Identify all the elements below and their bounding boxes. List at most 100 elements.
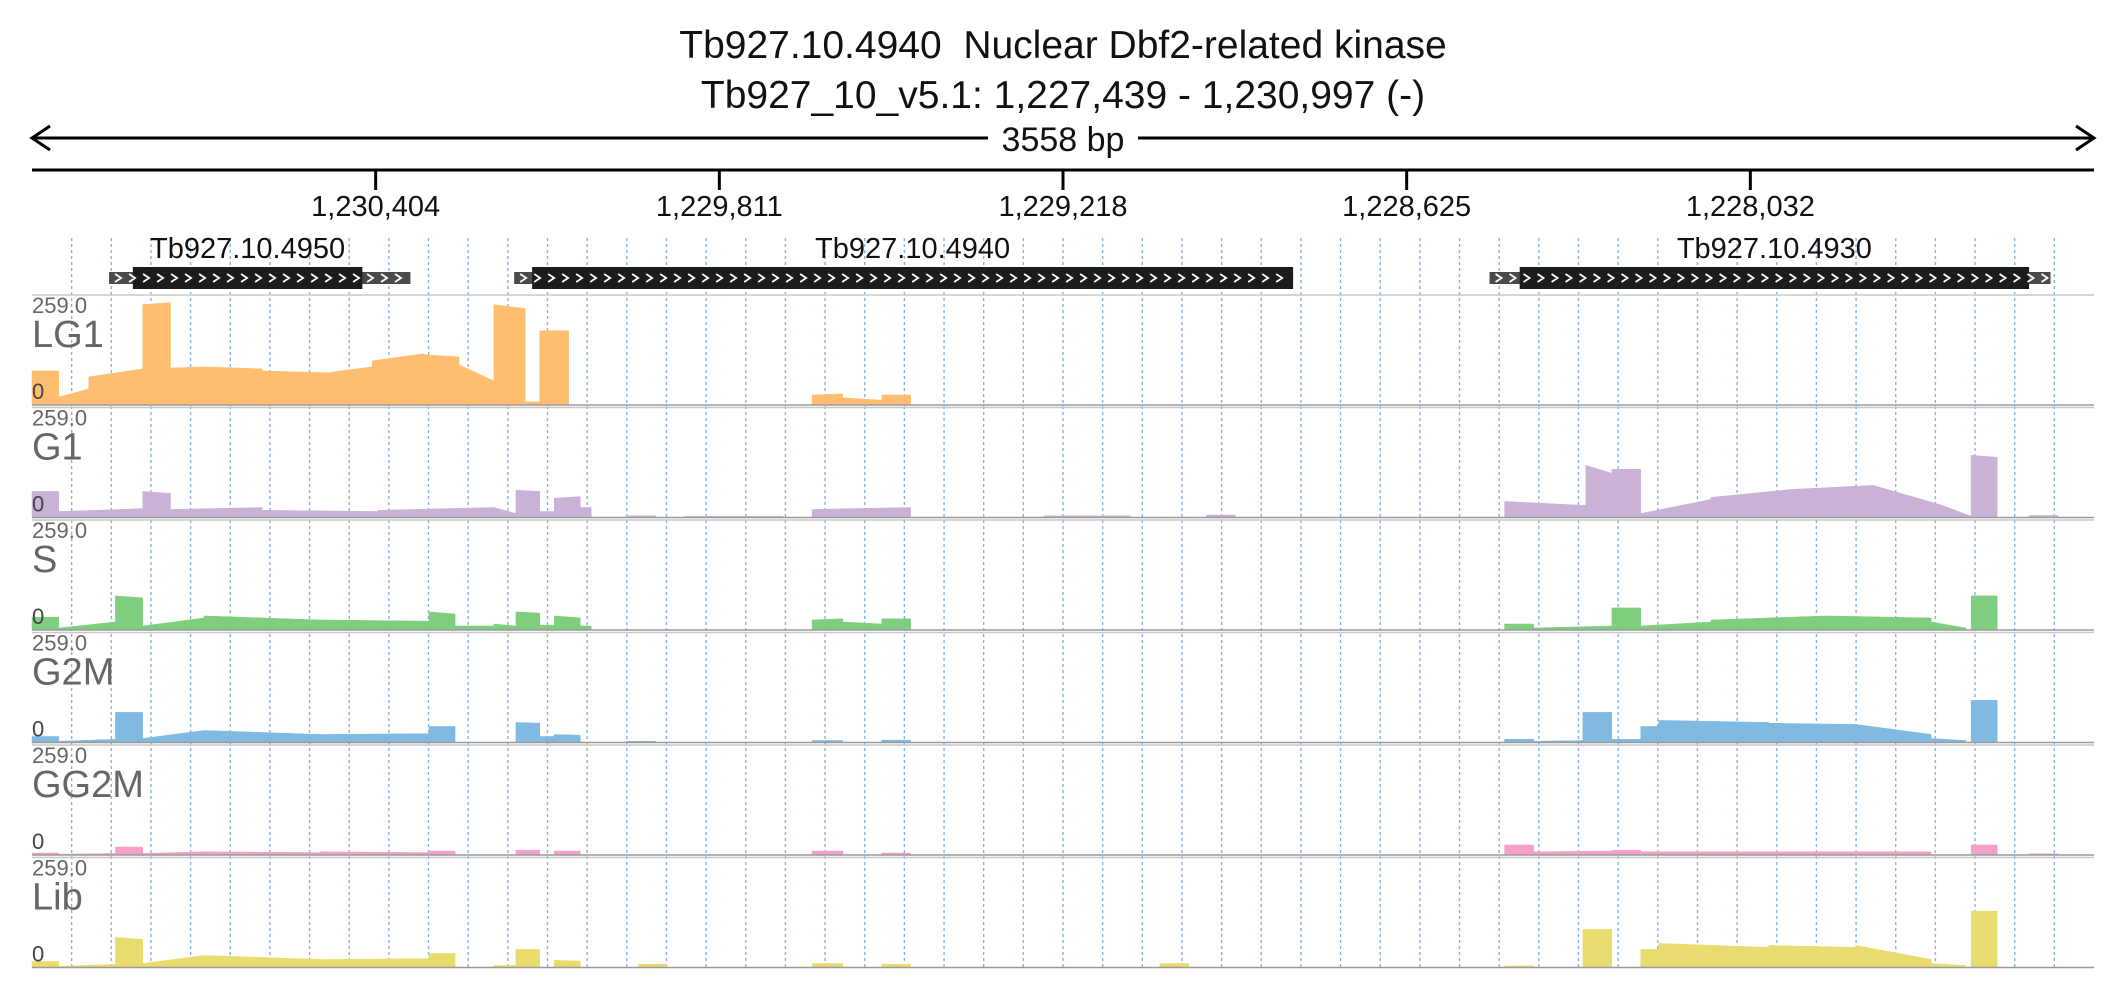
coverage-area bbox=[203, 366, 263, 406]
span-length-label: 3558 bp bbox=[988, 120, 1138, 160]
coverage-area bbox=[1970, 844, 1998, 856]
coverage-area bbox=[1710, 489, 1793, 518]
coverage-area bbox=[203, 955, 321, 968]
gene-strand-arrows bbox=[114, 273, 403, 283]
coverage-area bbox=[1710, 615, 1828, 631]
coverage-area bbox=[1791, 485, 1874, 518]
coverage-area bbox=[1640, 621, 1712, 631]
coverage-area bbox=[1504, 844, 1534, 856]
ruler-tick-label: 1,229,811 bbox=[656, 191, 783, 223]
coverage-track: 259.0G1 0 bbox=[31, 406, 2094, 519]
coverage-area bbox=[1585, 464, 1613, 518]
ruler-tick-label: 1,229,218 bbox=[998, 191, 1127, 223]
ruler-ticks: 1,230,404 1,229,811 1,229,218 1,228,625 1,22… bbox=[311, 170, 1815, 223]
coverage-area bbox=[1582, 712, 1613, 743]
coverage-area bbox=[142, 730, 205, 743]
coverage-area bbox=[493, 507, 517, 518]
track-name-label: Lib bbox=[32, 877, 83, 919]
coverage-area bbox=[424, 354, 460, 406]
coverage-area bbox=[842, 397, 882, 406]
coverage-area bbox=[319, 619, 430, 631]
coverage-area bbox=[142, 302, 171, 406]
coverage-area bbox=[515, 611, 540, 631]
coverage-area bbox=[1768, 945, 1857, 968]
gene-label: Tb927.10.4930 bbox=[1677, 233, 1872, 265]
coverage-area bbox=[142, 491, 171, 518]
grid-lines bbox=[70, 238, 2056, 970]
coverage-area bbox=[811, 393, 844, 406]
track-name-label: S bbox=[32, 539, 57, 581]
coverage-area bbox=[515, 949, 540, 968]
coverage-area bbox=[203, 730, 321, 743]
gene-strand-arrows bbox=[519, 273, 1284, 283]
coverage-area bbox=[1611, 607, 1642, 631]
coverage-area bbox=[458, 364, 495, 406]
coverage-area bbox=[88, 368, 143, 406]
coverage-area bbox=[428, 953, 456, 968]
coverage-area bbox=[1970, 911, 1998, 968]
track-y-max-label: 259.0 bbox=[32, 631, 87, 656]
coverage-area bbox=[58, 388, 90, 406]
ruler-tick-label: 1,230,404 bbox=[311, 191, 440, 223]
coverage-area bbox=[319, 958, 430, 968]
track-y-min-label: 0 bbox=[32, 379, 44, 404]
coverage-area bbox=[515, 489, 540, 518]
track-y-max-label: 259.0 bbox=[32, 743, 87, 768]
coverage-area bbox=[539, 736, 555, 743]
coverage-area bbox=[331, 366, 373, 406]
coverage-area bbox=[1640, 726, 1660, 743]
gene-cds bbox=[532, 267, 1294, 289]
gene-annotation-track: Tb927.10.4950 Tb927.10.4940 Tb927.10.4930 bbox=[109, 233, 2051, 289]
track-y-min-label: 0 bbox=[32, 492, 44, 517]
gene-label: Tb927.10.4940 bbox=[815, 233, 1010, 265]
chart-title-location: Tb927_10_v5.1: 1,227,439 - 1,230,997 (-) bbox=[700, 74, 1426, 117]
track-y-max-label: 259.0 bbox=[32, 406, 87, 431]
coverage-area bbox=[1640, 499, 1712, 518]
coverage-area bbox=[115, 846, 143, 856]
coverage-area bbox=[842, 621, 882, 631]
coverage-area bbox=[1658, 720, 1770, 743]
coverage-tracks: 259.0LG10259.0G10259.0S0259.0G2M0259.0GG… bbox=[31, 293, 2094, 969]
coverage-area bbox=[539, 330, 569, 406]
coverage-area bbox=[261, 370, 332, 406]
coverage-area bbox=[811, 618, 844, 631]
coverage-area bbox=[1970, 454, 1998, 518]
coverage-area bbox=[115, 937, 143, 968]
gene-cds bbox=[1519, 267, 2030, 289]
coverage-area bbox=[553, 960, 581, 968]
coverage-area bbox=[881, 618, 911, 631]
coverage-area bbox=[1504, 623, 1534, 631]
coverage-area bbox=[553, 615, 581, 631]
track-y-max-label: 259.0 bbox=[32, 518, 87, 543]
coverage-area bbox=[881, 394, 911, 406]
coverage-area bbox=[1640, 949, 1660, 968]
coverage-area bbox=[115, 712, 143, 743]
coverage-area bbox=[142, 617, 205, 631]
coverage-area bbox=[515, 722, 540, 743]
coverage-area bbox=[428, 726, 456, 743]
coverage-area bbox=[58, 621, 116, 631]
ruler-tick-label: 1,228,625 bbox=[1342, 191, 1471, 223]
coverage-track: 259.0S 0 bbox=[31, 518, 2094, 631]
coverage-area bbox=[1826, 615, 1932, 631]
coverage-area bbox=[539, 511, 555, 518]
track-y-max-label: 259.0 bbox=[32, 856, 87, 881]
coverage-area bbox=[1611, 469, 1642, 518]
coverage-area bbox=[115, 595, 143, 631]
ruler-tick-label: 1,228,032 bbox=[1686, 191, 1815, 223]
coverage-area bbox=[170, 366, 205, 406]
track-name-label: LG1 bbox=[32, 314, 104, 356]
track-name-label: GG2M bbox=[32, 764, 144, 806]
coverage-area bbox=[553, 734, 581, 743]
coverage-area bbox=[261, 510, 379, 518]
coverage-area bbox=[1942, 505, 1972, 518]
track-y-min-label: 0 bbox=[32, 829, 44, 854]
chart-title-gene: Tb927.10.4940 Nuclear Dbf2-related kinas… bbox=[679, 24, 1447, 67]
coverage-area bbox=[1582, 929, 1613, 968]
track-y-min-label: 0 bbox=[32, 717, 44, 742]
